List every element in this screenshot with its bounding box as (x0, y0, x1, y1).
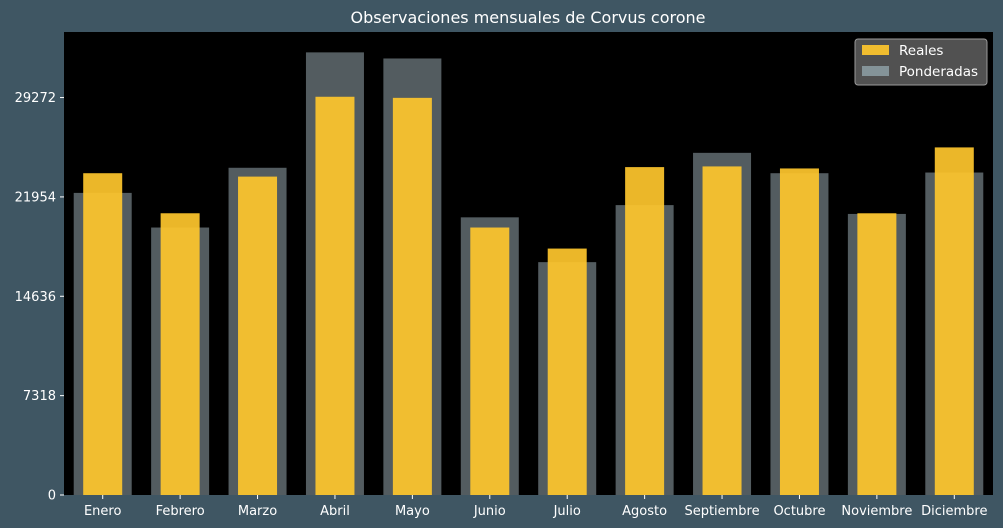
legend-label-reales: Reales (899, 43, 943, 59)
bar-reales-abril (315, 96, 355, 495)
bar-reales-febrero (160, 213, 200, 496)
x-tick-label-septiembre: Septiembre (684, 504, 759, 519)
bar-reales-enero (83, 173, 123, 496)
x-tick-label-julio: Julio (553, 504, 581, 519)
x-tick-label-febrero: Febrero (156, 504, 205, 519)
x-tick-label-junio: Junio (473, 504, 506, 519)
y-axis: 0 7318 14636 21954 29272 (15, 91, 64, 504)
bar-reales-mayo (392, 97, 432, 496)
y-tick-label: 0 (48, 489, 56, 504)
x-tick-label-marzo: Marzo (238, 504, 277, 519)
bar-reales-septiembre (702, 166, 742, 495)
x-tick-label-mayo: Mayo (395, 504, 430, 519)
y-tick-label: 21954 (15, 190, 56, 205)
x-tick-label-abril: Abril (320, 504, 350, 519)
x-tick-label-enero: Enero (84, 504, 122, 519)
plot-area (64, 32, 993, 495)
x-tick-label-diciembre: Diciembre (921, 504, 987, 519)
x-axis: Enero Febrero Marzo Abril Mayo Junio Julio Agos… (84, 495, 987, 519)
y-tick-label: 14636 (15, 290, 56, 305)
y-tick-label: 7318 (23, 389, 56, 404)
legend-swatch-ponderadas (862, 66, 889, 76)
legend: Reales Ponderadas (854, 38, 988, 86)
x-tick-label-octubre: Octubre (773, 504, 825, 519)
chart-title: Observaciones mensuales de Corvus corone (350, 8, 705, 27)
bar-reales-noviembre (857, 213, 897, 496)
legend-swatch-reales (862, 45, 889, 55)
bar-reales-marzo (238, 176, 278, 495)
bar-reales-julio (547, 248, 587, 495)
x-tick-label-agosto: Agosto (622, 504, 667, 519)
actual-bars (83, 96, 974, 496)
y-tick-label: 29272 (15, 91, 56, 106)
bar-reales-diciembre (934, 147, 974, 495)
x-tick-label-noviembre: Noviembre (841, 504, 912, 519)
bar-reales-octubre (779, 168, 819, 496)
legend-label-ponderadas: Ponderadas (899, 64, 978, 80)
bar-reales-agosto (625, 167, 665, 495)
bar-reales-junio (470, 227, 510, 496)
